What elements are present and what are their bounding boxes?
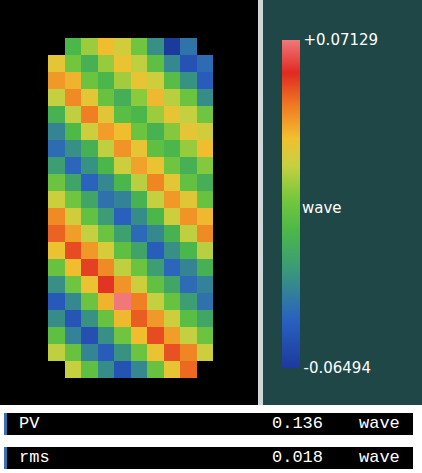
html-text:rms: rms xyxy=(19,448,50,467)
html-text:PV: PV xyxy=(19,414,40,433)
html-text:0.136: 0.136 xyxy=(272,414,323,433)
svg-text:+0.07129: +0.07129 xyxy=(304,31,379,49)
svg-text:-0.06494: -0.06494 xyxy=(304,359,371,377)
html-text:wave: wave xyxy=(359,414,400,433)
html-text:0.018: 0.018 xyxy=(272,448,323,467)
html-text:wave: wave xyxy=(359,448,400,467)
svg-text:wave: wave xyxy=(302,199,342,217)
